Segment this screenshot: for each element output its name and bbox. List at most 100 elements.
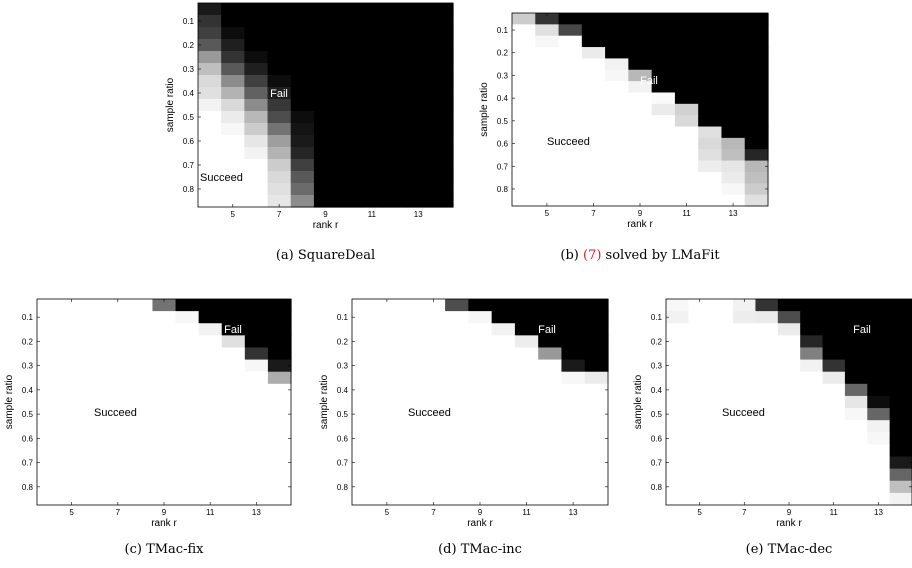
heatmap-cell [777, 335, 801, 349]
heatmap-cell [198, 323, 223, 336]
x-tick-label: 9 [323, 210, 328, 219]
heatmap-cell [267, 27, 292, 40]
heatmap-cell [688, 323, 712, 336]
heatmap-cell [800, 492, 824, 506]
heatmap-cell [867, 335, 891, 349]
heatmap-cell [581, 149, 606, 162]
heatmap-cell [491, 492, 516, 506]
heatmap-cell [352, 456, 376, 470]
heatmap-cell [651, 24, 676, 37]
heatmap-cell [406, 99, 431, 112]
heatmap-cell [605, 69, 629, 82]
heatmap-cell [628, 149, 653, 162]
heatmap-cell [800, 311, 824, 324]
heatmap-cell [822, 492, 846, 506]
heatmap-cell [468, 395, 493, 409]
heatmap-cell [352, 359, 376, 373]
caption-ref[interactable]: (7) [583, 248, 601, 263]
heatmap-cell [561, 456, 586, 470]
fail-annotation: Fail [853, 324, 871, 336]
heatmap-cell [512, 194, 536, 207]
heatmap-cell [198, 171, 222, 184]
heatmap-cell [352, 468, 376, 482]
heatmap-cell [514, 468, 539, 482]
y-tick-label: 0.5 [183, 113, 195, 122]
heatmap-cell [398, 395, 423, 409]
heatmap-cell [198, 195, 222, 208]
heatmap-cell [244, 183, 269, 196]
heatmap-cell [445, 480, 469, 494]
heatmap-cell [710, 480, 734, 494]
heatmap-cell [889, 420, 912, 433]
heatmap-cell [514, 383, 539, 397]
heatmap-cell [581, 92, 606, 105]
heatmap-cell [152, 323, 177, 336]
heatmap-cell [152, 347, 177, 361]
caption-name: TMac-inc [461, 542, 522, 557]
heatmap-cell [375, 492, 400, 506]
heatmap-cell [398, 468, 423, 482]
heatmap-cell [152, 335, 177, 349]
heatmap-cell [244, 323, 269, 336]
heatmap-cell [198, 111, 222, 124]
heatmap-cell [733, 347, 757, 361]
heatmap-cell [468, 420, 493, 433]
heatmap-cell [352, 371, 376, 385]
heatmap-cell [267, 63, 292, 76]
heatmap-cell [867, 383, 891, 397]
heatmap-cell [221, 432, 246, 446]
heatmap-cell [398, 359, 423, 373]
heatmap-cell [375, 468, 400, 482]
heatmap-cell [352, 383, 376, 397]
heatmap-cell [398, 492, 423, 506]
heatmap-cell [733, 323, 757, 336]
heatmap-cell [129, 395, 154, 409]
heatmap-cell [175, 492, 200, 506]
heatmap-cell [822, 383, 846, 397]
heatmap-cell [844, 420, 868, 433]
heatmap-cell [674, 137, 699, 150]
heatmap-cell [313, 39, 338, 52]
subplot-caption: (c) TMac-fix [125, 542, 205, 557]
heatmap-cell [666, 383, 689, 397]
heatmap-cell [244, 347, 269, 361]
heatmap-cell [106, 335, 130, 349]
heatmap-cell [512, 35, 536, 48]
heatmap-cell [581, 171, 606, 184]
heatmap-cell [152, 371, 177, 385]
y-tick-label: 0.1 [651, 313, 663, 322]
heatmap-cell [628, 35, 653, 48]
heatmap-cell [721, 92, 746, 105]
heatmap-cell [744, 183, 769, 196]
heatmap-cell [777, 480, 801, 494]
heatmap-cell [822, 347, 846, 361]
heatmap-cell [290, 183, 315, 196]
heatmap-cell [688, 347, 712, 361]
heatmap-cell [755, 432, 779, 446]
heatmap-cell [867, 468, 891, 482]
heatmap-cell [244, 311, 269, 324]
heatmap-cell [744, 35, 769, 48]
heatmap-cell [83, 311, 107, 324]
subplot-3: 5 7 9 11 13 0.1 0.2 0.3 0.4 0.5 0.6 0.7 0.8 rank r sam… [4, 298, 292, 557]
heatmap-cell [491, 432, 516, 446]
fail-annotation: Fail [640, 75, 658, 87]
heatmap-cell [129, 432, 154, 446]
heatmap-cell [129, 480, 154, 494]
heatmap-cell [605, 47, 629, 60]
heatmap-cell [352, 395, 376, 409]
heatmap-cell [844, 456, 868, 470]
heatmap-cell [175, 359, 200, 373]
heatmap-cells [37, 299, 292, 506]
heatmap-cell [800, 347, 824, 361]
heatmap-cell [468, 480, 493, 494]
heatmap-cell [221, 420, 246, 433]
x-tick-label: 9 [787, 508, 792, 517]
heatmap-cell [514, 311, 539, 324]
heatmap-cell [313, 171, 338, 184]
heatmap-cell [421, 492, 446, 506]
heatmap-cell [406, 3, 431, 16]
heatmap-cell [244, 335, 269, 349]
heatmap-cell [375, 383, 400, 397]
heatmap-cell [721, 24, 746, 37]
